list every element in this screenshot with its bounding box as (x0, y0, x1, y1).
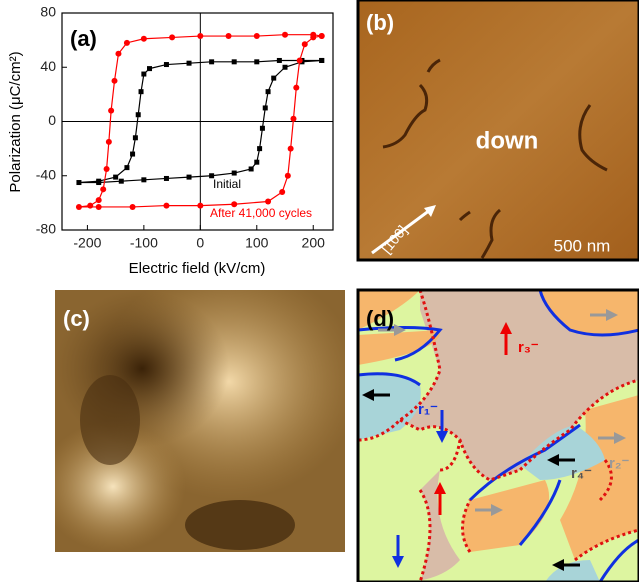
marker (133, 135, 138, 140)
marker (96, 204, 102, 210)
panel-label: (c) (63, 306, 90, 331)
marker (187, 175, 192, 180)
y-tick-label: -80 (36, 221, 56, 237)
marker (112, 78, 118, 84)
panel-label: (a) (70, 26, 97, 51)
x-axis-label: Electric field (kV/cm) (129, 260, 266, 277)
marker (277, 58, 282, 63)
marker (254, 59, 259, 64)
marker (293, 85, 299, 91)
marker (108, 108, 114, 114)
panel-label: (d) (366, 306, 394, 331)
y-tick-label: -40 (36, 166, 56, 182)
panel-c: (c) (55, 290, 345, 552)
series-label: After 41,000 cycles (210, 206, 312, 220)
marker (271, 76, 276, 81)
marker (254, 33, 260, 39)
domain-label: r₁⁻ (418, 401, 438, 418)
marker (265, 199, 271, 205)
marker (169, 34, 175, 40)
marker (124, 40, 130, 46)
panel-label: (b) (366, 10, 394, 35)
marker (319, 58, 324, 63)
marker (226, 33, 232, 39)
marker (197, 203, 203, 209)
marker (232, 59, 237, 64)
y-tick-label: 40 (40, 58, 56, 74)
marker (310, 34, 316, 40)
series-label: Initial (213, 177, 241, 191)
domain-label: r₄⁻ (571, 465, 592, 482)
marker (266, 89, 271, 94)
y-tick-label: 80 (40, 4, 56, 20)
marker (76, 204, 82, 210)
marker (130, 204, 136, 210)
marker (96, 180, 101, 185)
x-tick-label: 200 (302, 235, 326, 251)
marker (260, 126, 265, 131)
marker (302, 41, 308, 47)
scale-bar (537, 262, 627, 267)
marker (139, 89, 144, 94)
marker (164, 62, 169, 67)
marker (136, 112, 141, 117)
marker (290, 116, 296, 122)
x-tick-label: -100 (130, 235, 158, 251)
marker (96, 197, 102, 203)
y-tick-label: 0 (48, 112, 56, 128)
panel-d: (d) r₃⁻ r₁⁻ r₂⁻ r₄⁻ (358, 290, 639, 582)
panel-b: (b) down [100] 500 nm (358, 0, 639, 267)
marker (100, 186, 106, 192)
marker (106, 139, 112, 145)
marker (141, 36, 147, 42)
marker (141, 177, 146, 182)
marker (113, 175, 118, 180)
dark-region (185, 500, 295, 550)
marker (130, 152, 135, 157)
marker (141, 72, 146, 77)
scale-bar-label: 500 nm (554, 236, 611, 255)
figure: (a) Electric field (kV/cm) Polarization … (0, 0, 639, 582)
marker (285, 173, 291, 179)
marker (119, 179, 124, 184)
x-tick-label: 100 (245, 235, 269, 251)
panel-a: (a) Electric field (kV/cm) Polarization … (7, 4, 333, 277)
marker (164, 176, 169, 181)
y-axis-label: Polarization (μC/cm²) (7, 51, 24, 192)
marker (87, 203, 93, 209)
x-tick-label: 0 (196, 235, 204, 251)
marker (279, 189, 285, 195)
marker (197, 33, 203, 39)
marker (232, 171, 237, 176)
marker (115, 51, 121, 57)
marker (124, 165, 129, 170)
marker (263, 105, 268, 110)
marker (249, 166, 254, 171)
marker (319, 33, 325, 39)
marker (283, 65, 288, 70)
marker (288, 146, 294, 152)
marker (163, 203, 169, 209)
domain-label: r₂⁻ (609, 455, 630, 472)
x-tick-label: -200 (73, 235, 101, 251)
marker (282, 32, 288, 38)
marker (147, 66, 152, 71)
marker (254, 160, 259, 165)
marker (257, 146, 262, 151)
marker (104, 166, 110, 172)
marker (297, 57, 303, 63)
marker (76, 180, 81, 185)
domain-label: down (476, 127, 539, 154)
marker (209, 59, 214, 64)
domain-label: r₃⁻ (518, 339, 539, 356)
marker (187, 61, 192, 66)
dark-region (80, 375, 140, 465)
